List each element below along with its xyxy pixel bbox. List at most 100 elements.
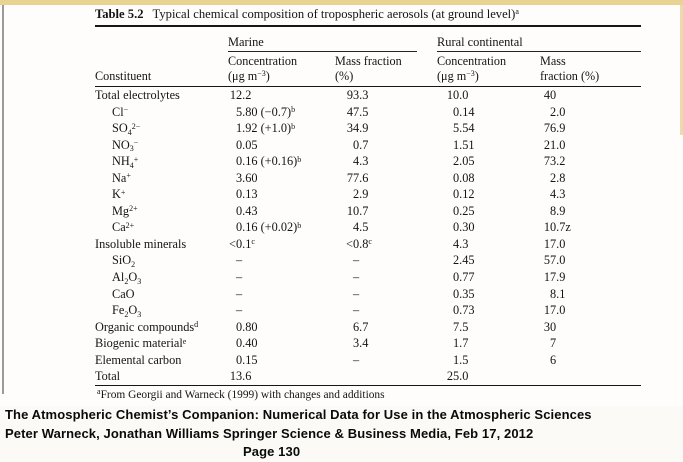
scan-left-edge — [2, 5, 4, 394]
table-row: Total 13.6 25.0 — [95, 368, 641, 385]
marine-concentration-cell: 1.92 (+1.0)b — [235, 121, 296, 136]
constituent-cell: Fe2O3 — [112, 303, 142, 319]
marine-concentration-cell: 0.40 — [235, 336, 258, 351]
source-caption: The Atmospheric Chemist’s Companion: Num… — [5, 406, 680, 462]
rural-mass-fraction-cell: 17.9 — [543, 270, 566, 285]
rural-mass-fraction-cell: 57.0 — [543, 253, 566, 268]
table-row: Fe2O3 – – 0.73 17.0 — [95, 302, 641, 319]
rural-concentration-cell: 0.25 — [452, 203, 475, 218]
constituent-cell: NO3− — [112, 137, 139, 154]
scan-top-edge — [0, 0, 683, 5]
constituent-cell: Ca2+ — [112, 220, 135, 235]
table-footnote: aFrom Georgii and Warneck (1999) with ch… — [97, 387, 385, 401]
book-title: The Atmospheric Chemist’s Companion: Num… — [5, 407, 592, 422]
rural-mass-fraction-cell: 40 — [543, 88, 557, 102]
marine-mass-fraction-cell: – — [352, 286, 360, 301]
constituent-cell: Total electrolytes — [95, 88, 180, 102]
page-number: Page 130 — [243, 444, 301, 460]
rural-concentration-cell: 0.77 — [452, 270, 475, 285]
constituent-cell: NH4+ — [112, 154, 139, 170]
marine-concentration-cell: – — [235, 270, 243, 285]
rural-concentration-cell: 0.30 — [452, 220, 475, 235]
header-marine-concentration: Concentration (μg m−3) — [228, 54, 335, 84]
column-group-marine: Marine — [228, 35, 417, 52]
header-line: fraction (%) — [540, 69, 600, 83]
table-row: Elemental carbon 0.15 – 1.5 6 — [95, 352, 641, 369]
table-title-text: Typical chemical composition of troposph… — [152, 7, 519, 21]
constituent-cell: Cl− — [112, 104, 129, 119]
table-row: Al2O3 – – 0.77 17.9 — [95, 269, 641, 286]
rural-concentration-cell: 1.7 — [452, 336, 469, 351]
constituent-cell: K+ — [112, 187, 126, 202]
rural-mass-fraction-cell: 6 — [549, 352, 557, 367]
marine-mass-fraction-cell — [335, 368, 437, 385]
marine-concentration-cell: 5.80 (−0.7)b — [235, 104, 296, 119]
marine-mass-fraction-cell: 0.7 — [352, 137, 369, 152]
rural-concentration-cell: 25.0 — [446, 369, 469, 384]
rural-mass-fraction-cell: 76.9 — [543, 121, 566, 136]
rural-concentration-cell: 5.54 — [452, 121, 475, 136]
table-row: Mg2+ 0.43 10.7 0.25 8.9 — [95, 203, 641, 220]
table-row: NH4+ 0.16 (+0.16)b 4.3 2.05 73.2 — [95, 153, 641, 170]
header-rural-concentration: Concentration (μg m−3) — [437, 54, 540, 84]
book-authors-publisher: Peter Warneck, Jonathan Williams Springe… — [5, 425, 534, 441]
table-body: Total electrolytes 12.2 93.3 10.0 40 Cl−… — [95, 87, 641, 385]
table-row: Ca2+ 0.16 (+0.02)b 4.5 0.30 10.7z — [95, 219, 641, 236]
marine-mass-fraction-cell: – — [352, 352, 360, 367]
rural-mass-fraction-cell: 10.7z — [543, 220, 571, 235]
rural-mass-fraction-cell — [540, 368, 641, 385]
marine-mass-fraction-cell: – — [352, 270, 360, 285]
marine-mass-fraction-cell: 2.9 — [352, 187, 369, 202]
header-marine-mass-fraction: Mass fraction (%) — [335, 54, 437, 84]
header-line: (μg m−3) — [437, 69, 479, 83]
header-line: (%) — [335, 69, 354, 83]
rural-mass-fraction-cell: 8.1 — [549, 286, 566, 301]
header-line: Mass fraction — [335, 54, 402, 68]
table-number-label: Table 5.2 — [95, 7, 144, 21]
table-row: Biogenic materiale 0.40 3.4 1.7 7 — [95, 335, 641, 352]
marine-mass-fraction-cell: 93.3 — [346, 88, 369, 102]
table-row: SO42− 1.92 (+1.0)b 34.9 5.54 76.9 — [95, 120, 641, 137]
constituent-cell: Al2O3 — [112, 270, 142, 286]
marine-mass-fraction-cell: 47.5 — [346, 104, 369, 119]
table-row: K+ 0.13 2.9 0.12 4.3 — [95, 186, 641, 203]
rural-concentration-cell: 0.08 — [452, 170, 475, 185]
table-bottom-rule — [95, 384, 641, 386]
rural-concentration-cell: 0.73 — [452, 303, 475, 318]
marine-concentration-cell: 0.05 — [235, 137, 258, 152]
constituent-cell: Na+ — [112, 170, 131, 185]
rural-concentration-cell: 1.5 — [452, 352, 469, 367]
constituent-cell: CaO — [112, 286, 135, 301]
table-row: Organic compoundsd 0.80 6.7 7.5 30 — [95, 319, 641, 336]
marine-mass-fraction-cell: 10.7 — [346, 203, 369, 218]
table-row: Na+ 3.60 77.6 0.08 2.8 — [95, 170, 641, 187]
table-row: NO3− 0.05 0.7 1.51 21.0 — [95, 137, 641, 154]
rural-mass-fraction-cell: 8.9 — [549, 203, 566, 218]
constituent-cell: SiO2 — [112, 253, 136, 270]
column-header-row: Constituent Concentration (μg m−3) Mass … — [95, 52, 641, 87]
rural-mass-fraction-cell: 7 — [549, 336, 557, 351]
marine-concentration-cell: 0.15 — [235, 352, 258, 367]
marine-mass-fraction-cell: 4.3 — [352, 154, 369, 169]
marine-mass-fraction-cell: – — [352, 253, 360, 268]
table-row: SiO2 – – 2.45 57.0 — [95, 252, 641, 269]
marine-concentration-cell: 12.2 — [229, 88, 252, 102]
rural-concentration-cell: 2.45 — [452, 253, 475, 268]
constituent-cell: SO42− — [112, 121, 141, 137]
marine-concentration-cell: 0.43 — [235, 203, 258, 218]
constituent-cell: Elemental carbon — [95, 352, 182, 367]
table-title: Table 5.2 Typical chemical composition of… — [95, 7, 655, 22]
marine-mass-fraction-cell: 3.4 — [352, 336, 369, 351]
rural-mass-fraction-cell: 4.3 — [549, 187, 566, 202]
rural-concentration-cell: 0.12 — [452, 187, 475, 202]
rural-mass-fraction-cell: 21.0 — [543, 137, 566, 152]
header-line: (μg m−3) — [228, 69, 270, 83]
marine-concentration-cell: – — [235, 286, 243, 301]
rural-mass-fraction-cell: 2.0 — [549, 104, 566, 119]
column-group-row: Marine Rural continental — [95, 27, 641, 52]
marine-concentration-cell: 0.80 — [235, 319, 258, 334]
constituent-cell: Insoluble minerals — [95, 236, 187, 251]
rural-mass-fraction-cell: 17.0 — [543, 303, 566, 318]
rural-mass-fraction-cell: 2.8 — [549, 170, 566, 185]
marine-concentration-cell: 0.16 (+0.16)b — [235, 154, 302, 169]
